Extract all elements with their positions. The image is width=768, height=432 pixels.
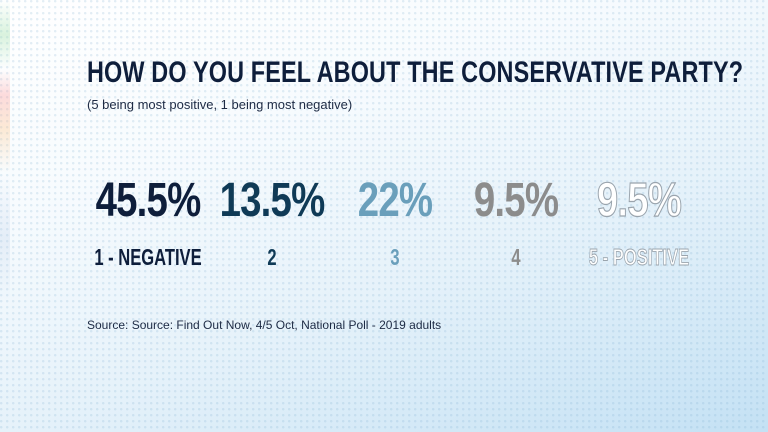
category-label-1: 1 - NEGATIVE	[94, 245, 201, 270]
value-label-4: 9.5%	[474, 174, 559, 227]
chart-title: HOW DO YOU FEEL ABOUT THE CONSERVATIVE P…	[87, 56, 744, 89]
category-label-4: 4	[511, 245, 521, 270]
value-label-5: 9.5%	[597, 174, 682, 227]
edge-color-strip	[0, 0, 10, 432]
source-note: Source: Source: Find Out Now, 4/5 Oct, N…	[87, 318, 442, 332]
category-label-5: 5 - POSITIVE	[589, 245, 689, 270]
value-label-3: 22%	[358, 174, 433, 227]
value-label-1: 45.5%	[96, 174, 201, 227]
category-label-2: 2	[267, 245, 276, 270]
chart-subtitle: (5 being most positive, 1 being most neg…	[87, 97, 353, 112]
value-label-2: 13.5%	[220, 174, 325, 227]
category-label-3: 3	[390, 245, 399, 270]
